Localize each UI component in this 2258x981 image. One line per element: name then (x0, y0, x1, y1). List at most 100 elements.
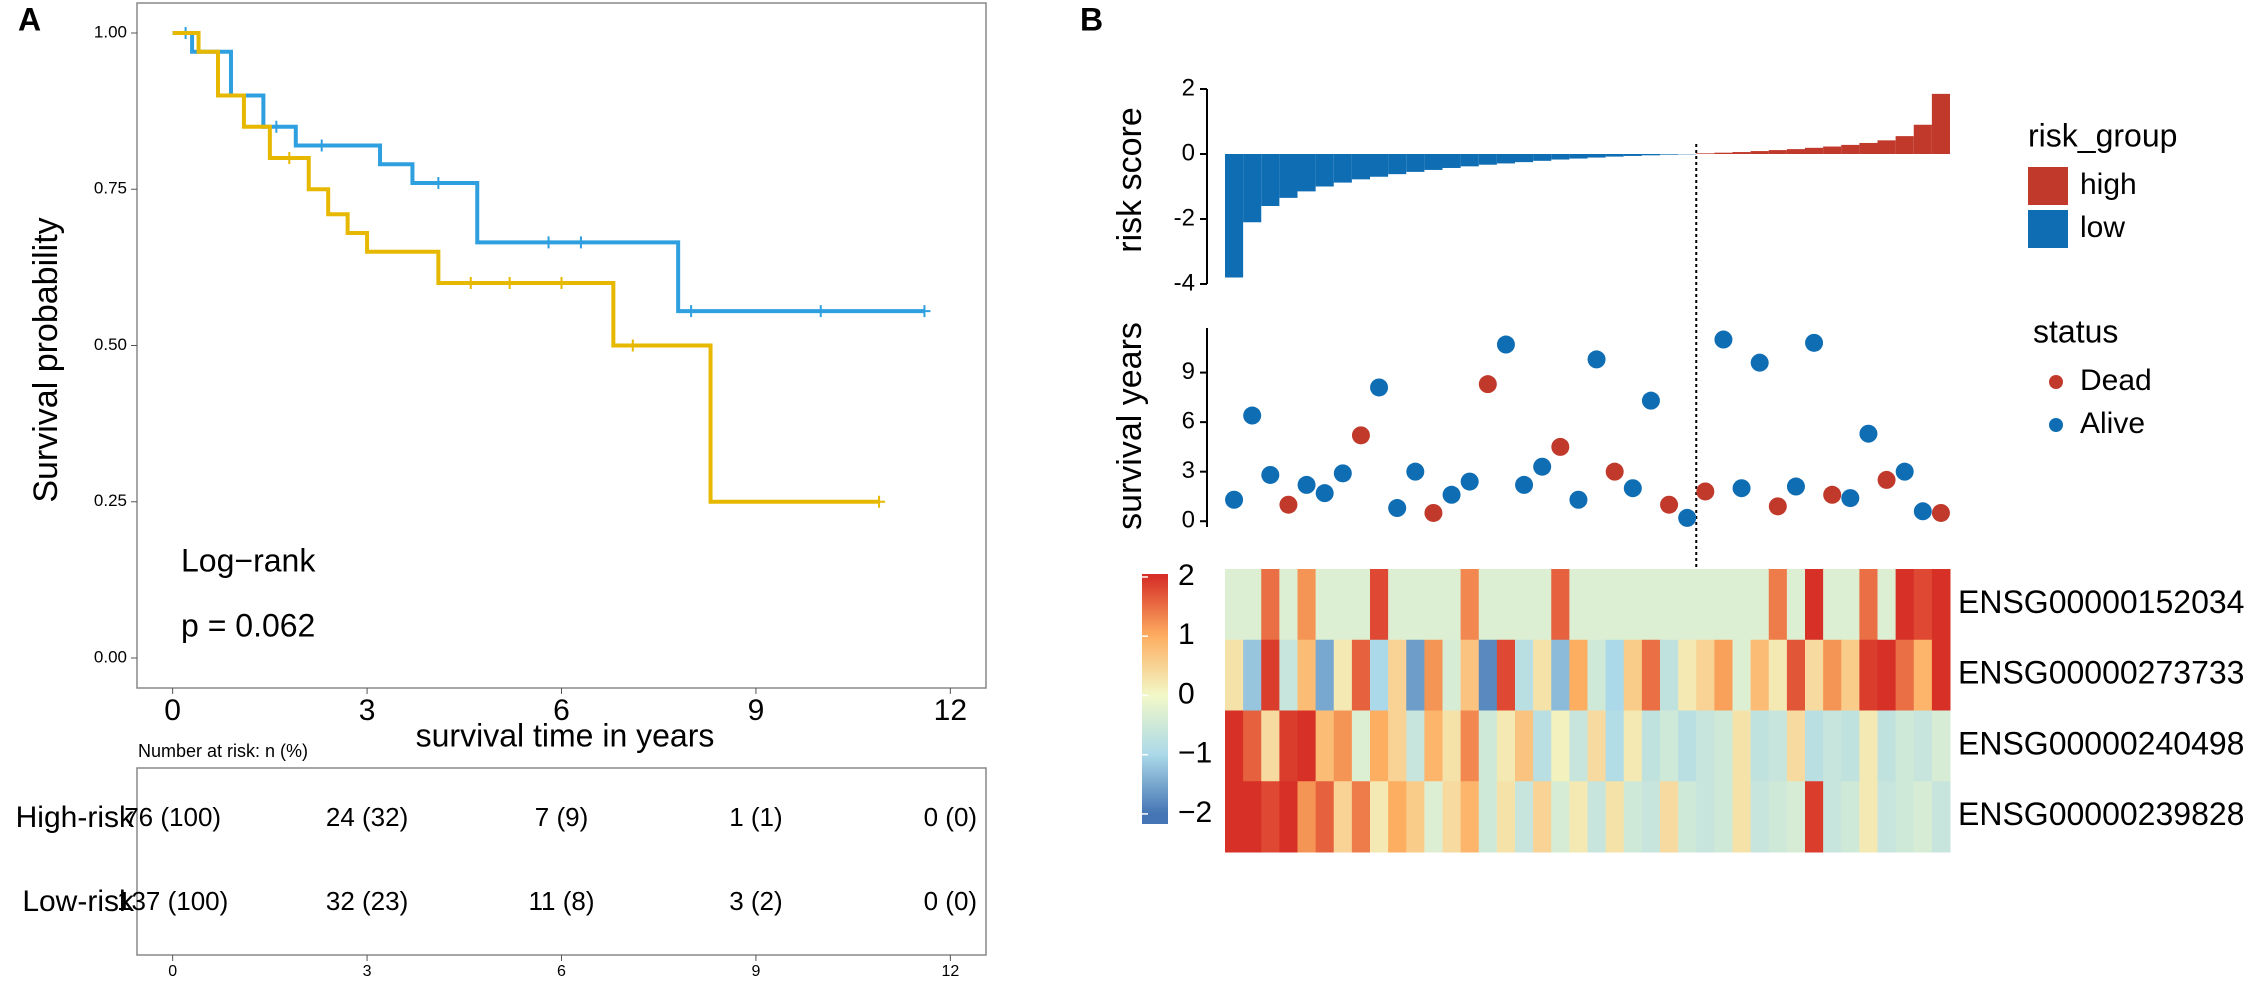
point (1551, 437, 1570, 456)
heatmap-cell (1551, 710, 1570, 782)
point (1225, 490, 1244, 509)
x-tick-label: 9 (751, 963, 760, 980)
heatmap-cell (1533, 781, 1552, 853)
heatmap-cell (1895, 569, 1915, 641)
bar (1569, 154, 1588, 159)
heatmap-cell (1605, 710, 1625, 782)
bar (1750, 151, 1769, 154)
heatmap-cell (1442, 639, 1462, 711)
heatmap-cell (1442, 569, 1462, 641)
risk-table-border (136, 767, 987, 956)
heatmap-cell (1315, 639, 1335, 711)
heatmap-cell (1551, 639, 1570, 711)
x-tick-label: 3 (359, 694, 376, 727)
heatmap-cell (1823, 781, 1842, 853)
heatmap-cell (1333, 710, 1353, 782)
bar (1225, 154, 1244, 278)
heatmap-cell (1533, 710, 1552, 782)
y-axis-label: survival years (1111, 322, 1149, 530)
x-tick-label: 3 (363, 963, 372, 980)
heatmap-cell (1225, 639, 1244, 711)
colorbar (1142, 574, 1168, 824)
point (1768, 497, 1787, 516)
heatmap-cell (1786, 781, 1806, 853)
heatmap-cell (1460, 639, 1480, 711)
bar (1496, 154, 1515, 164)
censor-mark (574, 236, 587, 249)
y-tick-label: 0.50 (94, 335, 127, 354)
point (1805, 333, 1824, 352)
point (1333, 464, 1352, 483)
heatmap-cell (1931, 781, 1951, 853)
point (1714, 330, 1733, 349)
x-axis-label: survival time in years (416, 717, 715, 753)
heatmap-cell (1786, 569, 1806, 641)
heatmap-cell (1315, 781, 1335, 853)
heatmap-cell (1225, 781, 1244, 853)
bar (1442, 154, 1461, 168)
point (1786, 477, 1805, 496)
x-tick-label: 6 (557, 963, 566, 980)
bar (1623, 154, 1642, 156)
risk-cell: 3 (2) (729, 886, 782, 916)
heatmap-cell (1351, 710, 1371, 782)
bar (1786, 149, 1805, 154)
heatmap-cell (1696, 781, 1715, 853)
panel-label: B (1080, 1, 1103, 37)
heatmap-cell (1931, 569, 1951, 641)
heatmap-cell (1279, 781, 1298, 853)
bar (1279, 154, 1298, 198)
heatmap-cell (1714, 710, 1733, 782)
heatmap-cell (1877, 569, 1897, 641)
heatmap-cell (1515, 710, 1534, 782)
bar (1714, 152, 1733, 154)
heatmap-cell (1641, 710, 1661, 782)
point (1261, 465, 1280, 484)
heatmap-cell (1678, 781, 1697, 853)
heatmap-cell (1351, 639, 1371, 711)
heatmap-cell (1261, 710, 1280, 782)
heatmap-cell (1859, 781, 1878, 853)
heatmap-cell (1297, 710, 1317, 782)
bar (1243, 154, 1262, 223)
heatmap-cell (1931, 710, 1951, 782)
row-label: ENSG00000152034 (1958, 584, 2244, 620)
heatmap-cell (1877, 639, 1897, 711)
heatmap-cell (1496, 569, 1516, 641)
point (1243, 406, 1262, 425)
y-tick-label: 0.00 (94, 647, 127, 666)
point (1696, 482, 1715, 501)
heatmap-cell (1388, 781, 1407, 853)
heatmap-cell (1641, 781, 1661, 853)
heatmap-cell (1225, 569, 1244, 641)
y-tick-label: -2 (1174, 204, 1195, 231)
heatmap-cell (1732, 569, 1752, 641)
heatmap-cell (1714, 781, 1733, 853)
heatmap-cell (1261, 639, 1280, 711)
heatmap-cell (1859, 569, 1878, 641)
heatmap-cell (1714, 639, 1733, 711)
heatmap-cell (1569, 639, 1588, 711)
heatmap-cell (1587, 569, 1607, 641)
point (1823, 485, 1842, 504)
heatmap-cell (1660, 710, 1679, 782)
heatmap-cell (1442, 781, 1462, 853)
censor-mark (626, 339, 639, 352)
bar (1768, 150, 1787, 154)
point (1859, 424, 1878, 443)
risk-cell: 0 (0) (924, 886, 977, 916)
y-tick-label: 0 (1182, 507, 1195, 534)
y-tick-label: 3 (1182, 457, 1195, 484)
censor-mark (918, 305, 931, 318)
heatmap-cell (1442, 710, 1462, 782)
point (1750, 353, 1769, 372)
bar (1805, 147, 1824, 154)
heatmap-cell (1623, 569, 1643, 641)
censor-mark (555, 277, 568, 289)
heatmap-cell (1859, 639, 1878, 711)
y-axis-label: Survival probability (27, 217, 65, 502)
x-tick-label: 6 (553, 694, 570, 727)
heatmap-cell (1913, 569, 1933, 641)
heatmap-cell (1279, 569, 1298, 641)
